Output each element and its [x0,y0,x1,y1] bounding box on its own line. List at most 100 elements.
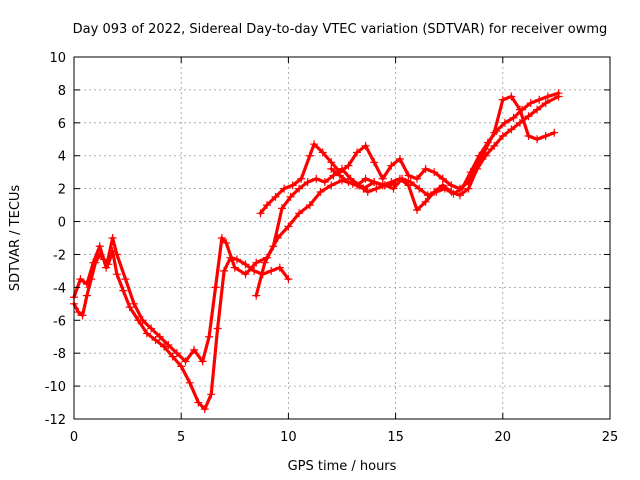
data-point [438,181,447,190]
data-point [284,222,293,231]
y-tick-label: 8 [58,84,66,99]
data-point [430,187,439,196]
plot-frame [73,56,611,420]
data-point [344,178,353,187]
data-point [130,299,139,308]
data-point [353,148,362,157]
data-point [316,187,325,196]
data-point [312,174,321,183]
data-point [509,113,518,122]
data-point [363,187,372,196]
data-point [252,291,261,300]
data-point [284,275,293,284]
data-point [102,263,111,272]
data-point [361,174,370,183]
data-point [500,118,509,127]
tick-layer: 0 5 10 15 20 25 -12 -10 -8 -6 -4 -2 0 2 4 6 8 10 [45,51,619,445]
data-point [256,209,265,218]
data-point [250,266,259,275]
data-point [473,164,482,173]
data-point [464,184,473,193]
data-point [507,125,516,134]
data-point [119,286,128,295]
data-point [303,178,312,187]
data-point [421,197,430,206]
data-point [498,95,507,104]
data-point [389,184,398,193]
data-point [507,92,516,101]
data-point [295,184,304,193]
y-tick-label: 4 [58,150,66,165]
data-point [533,135,542,144]
x-tick-label: 15 [387,430,404,445]
y-tick-label: 0 [58,216,66,231]
data-point [112,270,121,279]
data-point [361,141,370,150]
data-point [207,390,216,399]
data-point [335,171,344,180]
data-point [74,308,83,317]
data-point [413,174,422,183]
data-point [262,201,271,210]
data-point [541,99,550,108]
y-tick-label: 6 [58,117,66,132]
data-point [455,191,464,200]
chart-title: Day 093 of 2022, Sidereal Day-to-day VTE… [73,22,608,37]
data-point [147,324,156,333]
data-point [320,178,329,187]
data-layer [70,89,563,414]
data-point [387,161,396,170]
data-point [370,178,379,187]
data-point [230,263,239,272]
data-point [200,405,209,414]
x-tick-label: 20 [495,430,512,445]
data-point [288,181,297,190]
data-point [260,258,269,267]
data-point [421,164,430,173]
y-tick-label: -8 [53,347,66,362]
data-point [190,345,199,354]
data-point [168,352,177,361]
series-track-5 [327,92,563,215]
series-line [72,178,398,363]
data-point [151,336,160,345]
data-point [305,201,314,210]
data-point [310,140,319,149]
data-point [82,291,91,300]
y-tick-label: -2 [53,248,66,263]
data-point [241,270,250,279]
y-tick-label: 2 [58,183,66,198]
data-point [415,184,424,193]
data-point [387,178,396,187]
data-point [121,275,130,284]
data-point [172,349,181,358]
data-point [95,242,104,251]
data-point [164,340,173,349]
data-point [550,128,559,137]
data-point [372,184,381,193]
data-point [211,283,220,292]
grid-layer [74,57,610,419]
data-point [413,206,422,215]
data-point [125,303,134,312]
data-point [318,148,327,157]
data-point [89,258,98,267]
data-point [295,209,304,218]
data-point [404,171,413,180]
data-point [112,250,121,259]
data-point [395,174,404,183]
data-point [524,112,533,121]
data-point [205,332,214,341]
data-point [490,141,499,150]
data-point [269,242,278,251]
data-point [142,329,151,338]
data-point [526,99,535,108]
data-point [138,316,147,325]
data-point [297,174,306,183]
data-point [222,238,231,247]
data-point [353,181,362,190]
data-point [344,161,353,170]
data-point [541,131,550,140]
data-point [78,311,87,320]
